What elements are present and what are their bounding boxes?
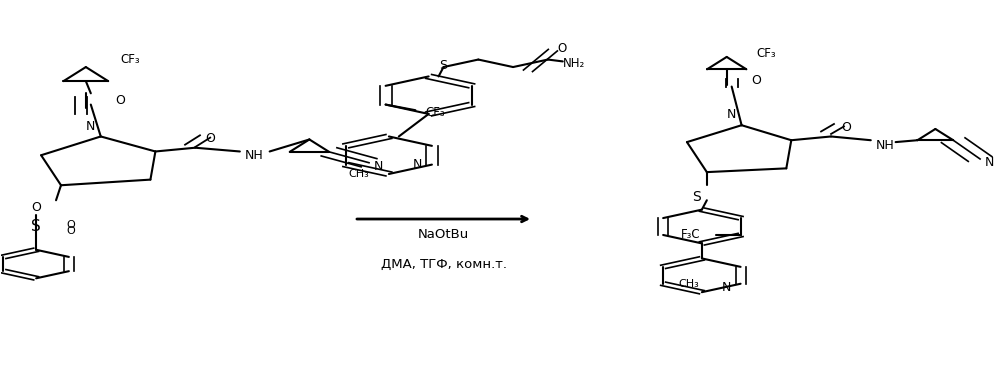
Text: O: O bbox=[66, 220, 75, 230]
Text: O: O bbox=[558, 42, 567, 55]
Text: O: O bbox=[841, 121, 851, 133]
Text: CF₃: CF₃ bbox=[425, 105, 445, 119]
Text: O: O bbox=[31, 201, 41, 214]
Text: F₃C: F₃C bbox=[682, 228, 701, 242]
Text: CF₃: CF₃ bbox=[756, 46, 776, 60]
Text: N: N bbox=[412, 158, 422, 171]
Text: N: N bbox=[374, 160, 383, 173]
Text: N: N bbox=[86, 120, 96, 133]
Text: NH: NH bbox=[875, 139, 894, 152]
Text: NaOtBu: NaOtBu bbox=[418, 228, 469, 240]
Text: N: N bbox=[727, 108, 737, 121]
Text: O: O bbox=[116, 94, 126, 107]
Text: O: O bbox=[205, 132, 215, 145]
Text: CH₃: CH₃ bbox=[348, 169, 369, 179]
Text: ДМА, ТГФ, комн.т.: ДМА, ТГФ, комн.т. bbox=[380, 257, 507, 271]
Text: CF₃: CF₃ bbox=[121, 53, 141, 66]
Text: CH₃: CH₃ bbox=[678, 279, 699, 289]
Text: O: O bbox=[751, 74, 761, 87]
Text: S: S bbox=[693, 189, 702, 203]
Text: S: S bbox=[439, 59, 447, 72]
Text: S: S bbox=[31, 219, 41, 234]
Text: NH₂: NH₂ bbox=[563, 57, 585, 70]
Text: N: N bbox=[722, 281, 731, 294]
Text: N: N bbox=[985, 156, 994, 169]
Text: O: O bbox=[66, 226, 75, 236]
Text: NH: NH bbox=[245, 149, 263, 162]
